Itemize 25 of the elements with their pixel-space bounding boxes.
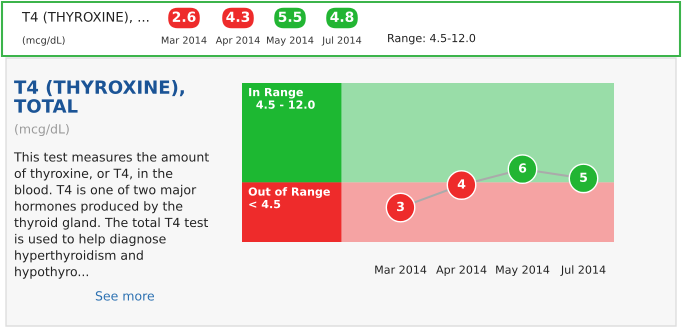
category-label: May 2014 <box>266 36 314 46</box>
x-tick-label: Jul 2014 <box>560 265 606 276</box>
text: (mcg/dL) <box>15 124 69 136</box>
text: 2.6 <box>172 12 196 22</box>
text: T4 (THYROXINE), ... <box>22 12 148 24</box>
text: This test measures the amount of thyroxine, or T4, in the blood. T4 is one of two major hormones produced by the thyroid gland. The total T4 test is used to help diagnose hyperthyroidism and hypothyro... <box>14 152 209 279</box>
x-tick-label: Apr 2014 <box>436 265 486 276</box>
text: Range: 4.5-12.0 <box>388 34 476 44</box>
text: (mcg/dL) <box>22 36 65 46</box>
text: 4.3 <box>226 12 250 22</box>
x-tick-label: May 2014 <box>496 265 550 276</box>
text: 5.5 <box>278 12 302 22</box>
text: 4.8 <box>330 12 354 22</box>
category-label: Apr 2014 <box>216 36 260 46</box>
category-label: Mar 2014 <box>162 36 207 44</box>
data-label: 5 <box>580 172 587 182</box>
data-label: 6 <box>518 163 526 173</box>
data-label: 3 <box>397 202 404 212</box>
data-label: 4 <box>458 179 466 188</box>
band-label: Out of Range < 4.5 <box>248 187 330 208</box>
x-tick-label: Mar 2014 <box>375 265 426 274</box>
category-label: Jul 2014 <box>322 36 362 46</box>
band-label: In Range 4.5 - 12.0 <box>249 88 315 109</box>
text: T4 (THYROXINE), TOTAL <box>14 80 184 113</box>
text: See more <box>96 291 154 301</box>
